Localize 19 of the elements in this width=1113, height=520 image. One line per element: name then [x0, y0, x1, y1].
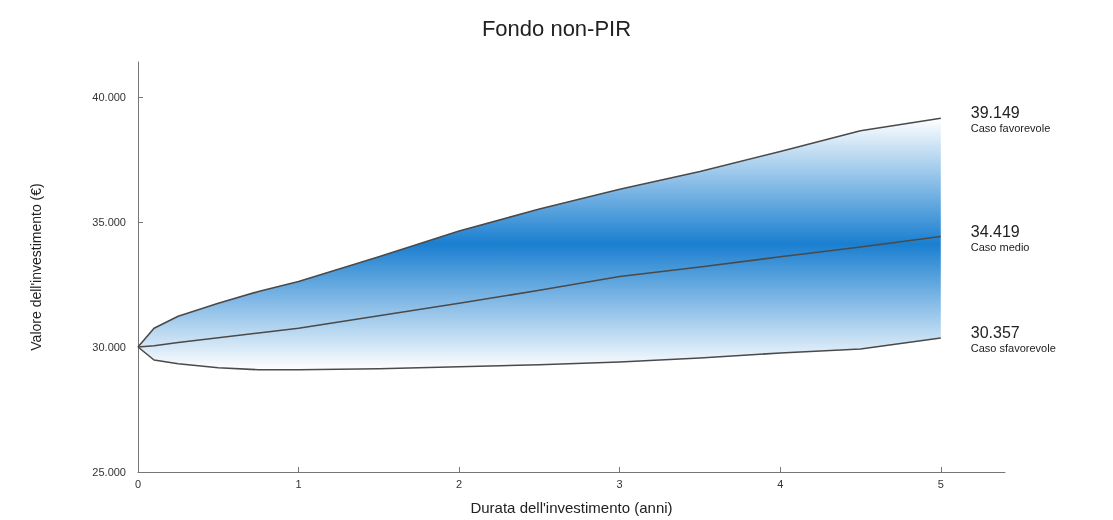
- data-label: 39.149: [970, 104, 1020, 122]
- x-tick-label: 0: [134, 477, 142, 490]
- y-tick-label: 35.000: [92, 216, 126, 228]
- x-axis-title: Durata dell'investimento (anni): [470, 499, 673, 516]
- text: Caso favorevole: [970, 122, 1051, 135]
- x-tick-label: 1: [295, 477, 302, 490]
- y-tick-label: 30.000: [92, 341, 126, 353]
- y-tick-label: 40.000: [92, 91, 126, 103]
- data-label: 30.357: [970, 324, 1020, 342]
- text: Caso sfavorevole: [970, 342, 1056, 355]
- x-tick-label: 3: [616, 477, 623, 490]
- chart-title: Fondo non-PIR: [481, 15, 632, 41]
- y-tick-label: 25.000: [92, 466, 126, 478]
- y-axis-title: Valore dell'investimento (€): [28, 183, 44, 351]
- x-tick-label: 5: [937, 477, 944, 490]
- data-label: 34.419: [970, 222, 1020, 240]
- x-tick-label: 4: [777, 477, 784, 490]
- text: Caso medio: [970, 240, 1030, 253]
- x-tick-label: 2: [456, 477, 463, 490]
